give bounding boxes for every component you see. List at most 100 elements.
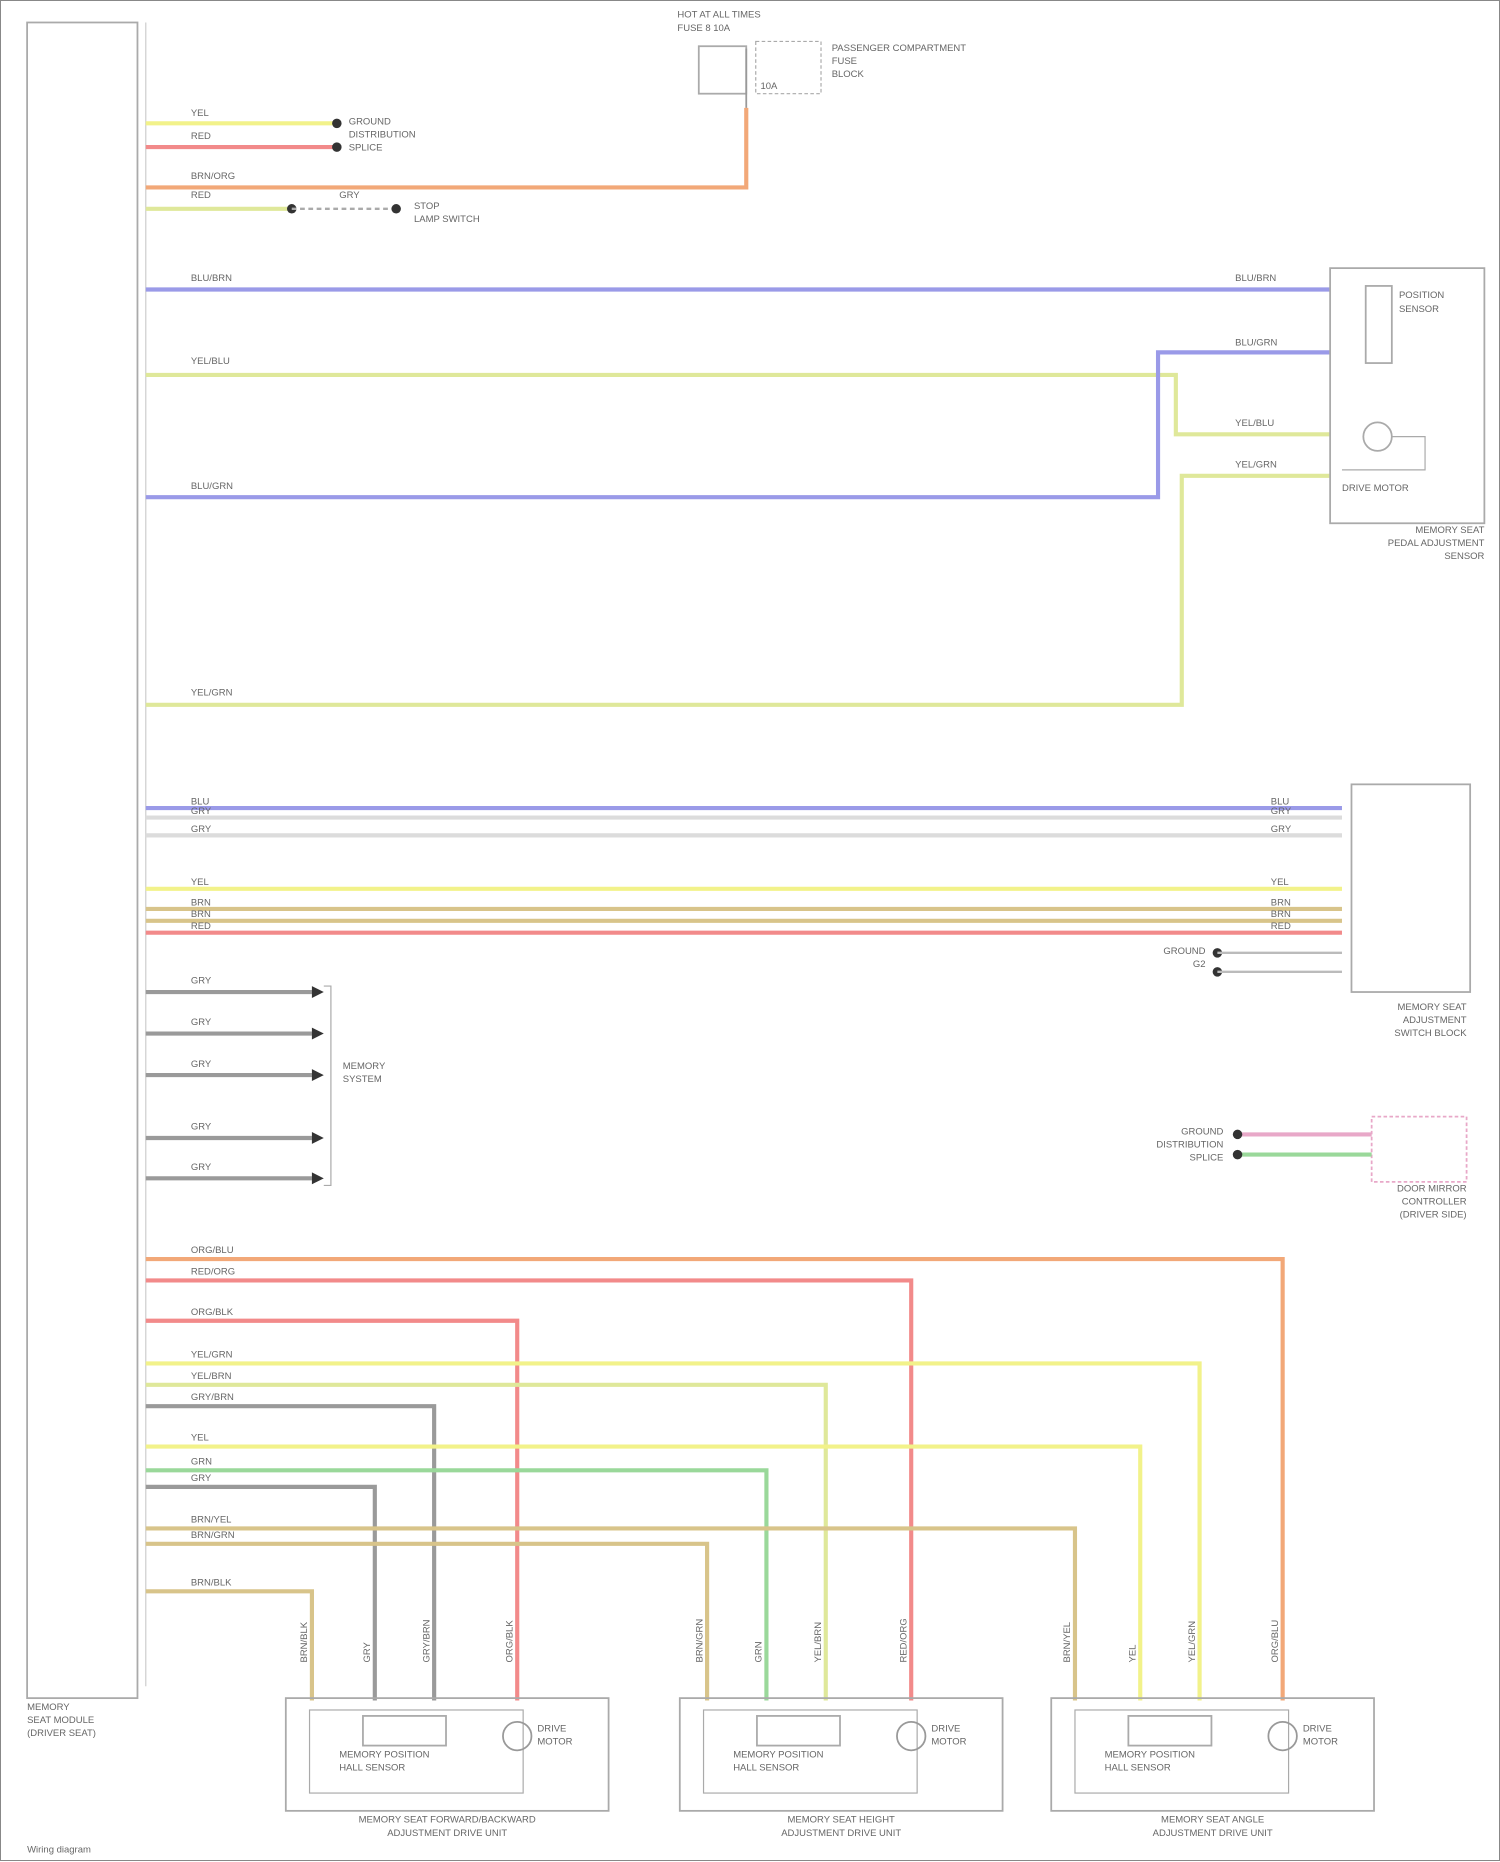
wire-label-vertical: YEL/GRN bbox=[1187, 1621, 1198, 1663]
wire-b12 bbox=[145, 1589, 314, 1701]
pedal-sensor-label: PEDAL ADJUSTMENT bbox=[1388, 538, 1485, 549]
wire-label: BRN bbox=[1271, 909, 1291, 920]
memory-seat-module-label: MEMORY bbox=[27, 1702, 70, 1713]
drive-unit-box bbox=[1050, 1697, 1375, 1812]
wire-label: GRY bbox=[1271, 824, 1292, 835]
wire-yel-grn bbox=[145, 473, 1331, 707]
wire-b9 bbox=[145, 1484, 377, 1701]
switch-block-label: MEMORY SEAT bbox=[1398, 1002, 1467, 1013]
wire-label: BRN bbox=[1271, 897, 1291, 908]
memory-seat-module-label: SEAT MODULE bbox=[27, 1715, 94, 1726]
wire-label: BRN/YEL bbox=[191, 1514, 232, 1525]
wire-label: GRY bbox=[191, 1017, 212, 1028]
hall-sensor-label: HALL SENSOR bbox=[733, 1763, 799, 1774]
drive-unit-box bbox=[678, 1697, 1004, 1812]
ground-dot bbox=[1232, 1149, 1243, 1160]
hall-sensor-label: MEMORY POSITION bbox=[733, 1749, 823, 1760]
wire-label: BLU/GRN bbox=[1235, 337, 1277, 348]
wire-label: YEL/GRN bbox=[191, 1350, 233, 1361]
hall-sensor-label: HALL SENSOR bbox=[339, 1763, 405, 1774]
arrow-icon bbox=[311, 1027, 324, 1040]
splice-dot bbox=[332, 142, 342, 152]
arrow-icon bbox=[311, 1172, 324, 1185]
hall-sensor-box bbox=[1127, 1715, 1213, 1747]
wire-label: RED/ORG bbox=[191, 1266, 235, 1277]
wire-b6 bbox=[145, 1404, 437, 1701]
pedal-sensor-part: DRIVE MOTOR bbox=[1342, 483, 1409, 494]
motor-lead bbox=[1341, 436, 1426, 471]
wire-label: GRY bbox=[191, 1162, 212, 1173]
drive-motor-label: DRIVE bbox=[1303, 1723, 1332, 1734]
wire-label-vertical: GRN bbox=[754, 1641, 765, 1662]
fuse-block-side-text: BLOCK bbox=[832, 69, 865, 80]
hall-sensor-label: MEMORY POSITION bbox=[339, 1749, 429, 1760]
pedal-sensor-part: SENSOR bbox=[1399, 304, 1439, 315]
drive-motor-icon bbox=[1267, 1720, 1298, 1752]
mirror-controller-label: DOOR MIRROR bbox=[1397, 1183, 1467, 1194]
wire-label: GRY bbox=[191, 976, 212, 987]
arrow-icon bbox=[311, 1069, 324, 1082]
wire-label: RED bbox=[191, 921, 211, 932]
wire-label: RED bbox=[191, 131, 211, 142]
wire-label: GRY bbox=[1271, 806, 1292, 817]
hall-sensor-label: MEMORY POSITION bbox=[1105, 1749, 1195, 1760]
memory-seat-module-box bbox=[26, 21, 139, 1700]
fuse-block-title: FUSE 8 10A bbox=[677, 23, 730, 34]
wire-label: YEL bbox=[1271, 877, 1289, 888]
pedal-sensor-box bbox=[1329, 267, 1486, 525]
footer-text: Wiring diagram bbox=[27, 1844, 91, 1855]
pedal-sensor-label: MEMORY SEAT bbox=[1415, 525, 1484, 536]
wire-label: GRY bbox=[191, 1122, 212, 1133]
wire-label: BRN/BLK bbox=[191, 1577, 232, 1588]
drive-unit-label: ADJUSTMENT DRIVE UNIT bbox=[781, 1828, 901, 1839]
pedal-sensor-label: SENSOR bbox=[1444, 551, 1484, 562]
drive-motor-label: DRIVE bbox=[931, 1723, 960, 1734]
wire-label: RED bbox=[1271, 921, 1291, 932]
mirror-controller-label: (DRIVER SIDE) bbox=[1400, 1209, 1467, 1220]
switch-block-label: SWITCH BLOCK bbox=[1394, 1028, 1467, 1039]
pedal-sensor-part: POSITION bbox=[1399, 290, 1444, 301]
wire-label: GRY bbox=[191, 824, 212, 835]
fuse-block-outline bbox=[755, 40, 822, 95]
drive-motor-label: MOTOR bbox=[537, 1736, 572, 1747]
wire-label: YEL/GRN bbox=[191, 687, 233, 698]
wire-label-vertical: YEL/BRN bbox=[813, 1622, 824, 1663]
wire-yel-blu bbox=[145, 372, 1331, 437]
fuse-block-side-text: PASSENGER COMPARTMENT bbox=[832, 43, 967, 54]
splice-dot bbox=[332, 118, 342, 129]
wire-label: ORG/BLK bbox=[191, 1307, 234, 1318]
drive-unit-label: MEMORY SEAT ANGLE bbox=[1161, 1815, 1264, 1826]
wire-label: GRY bbox=[191, 1059, 212, 1070]
ground-splice-label: DISTRIBUTION bbox=[349, 130, 416, 141]
wire-b1 bbox=[145, 1256, 1285, 1701]
ground-splice-label: SPLICE bbox=[349, 143, 383, 154]
wire-label: YEL bbox=[191, 1433, 209, 1444]
wire-label-vertical: GRY/BRN bbox=[421, 1619, 432, 1662]
fuse-block-title: HOT AT ALL TIMES bbox=[677, 10, 760, 21]
wire-label-vertical: BRN/YEL bbox=[1062, 1622, 1073, 1663]
wire-label-vertical: BRN/GRN bbox=[694, 1619, 705, 1663]
arrow-icon bbox=[311, 986, 324, 998]
ground-splice-label: GROUND bbox=[349, 117, 391, 128]
wire-label: BRN bbox=[191, 897, 211, 908]
drive-unit-label: ADJUSTMENT DRIVE UNIT bbox=[387, 1828, 507, 1839]
wire-blu-grn bbox=[145, 350, 1331, 500]
drive-motor-label: DRIVE bbox=[537, 1723, 566, 1734]
wire-label-vertical: BRN/BLK bbox=[299, 1621, 310, 1662]
wire-b8 bbox=[145, 1468, 769, 1701]
connector-dot bbox=[391, 204, 401, 214]
wire-label-vertical: GRY bbox=[362, 1641, 373, 1662]
wire-b2 bbox=[145, 1278, 914, 1701]
stop-lamp-switch-label: STOP bbox=[414, 201, 440, 212]
wire-label: YEL/BLU bbox=[1235, 418, 1274, 429]
fuse-block-box bbox=[697, 45, 748, 95]
mirror-controller-box bbox=[1370, 1115, 1468, 1183]
wire-label: YEL/BRN bbox=[191, 1371, 232, 1382]
wire-label: ORG/BLU bbox=[191, 1245, 234, 1256]
wire-label: RED bbox=[191, 190, 211, 201]
hall-sensor-outline bbox=[702, 1709, 918, 1794]
wire-label-vertical: YEL bbox=[1127, 1645, 1138, 1663]
wire-label-vertical: ORG/BLK bbox=[504, 1620, 515, 1663]
